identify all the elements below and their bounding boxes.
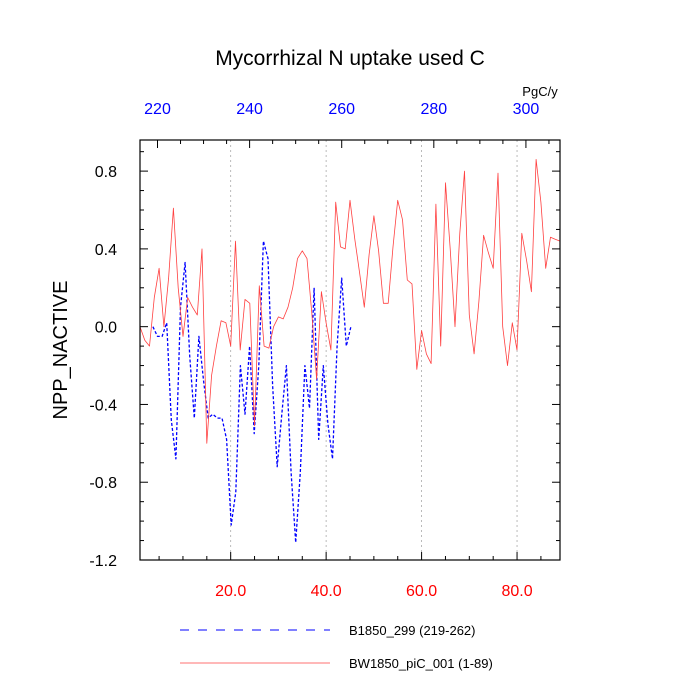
y-tick-label: -0.4 xyxy=(89,397,117,414)
x-tick-label: 40.0 xyxy=(311,583,342,600)
top-axis-unit: PgC/y xyxy=(522,84,558,99)
y-tick-label: 0.4 xyxy=(95,242,117,259)
series-line-2 xyxy=(139,158,561,444)
top-x-tick-label: 260 xyxy=(328,101,355,118)
tick-labels: 20.0 40.0 60.0 80.0 220 240 260 280 300 0.8 0.4 0.0… xyxy=(89,101,539,600)
y-tick-label: 0.0 xyxy=(95,320,117,337)
legend-label-1: B1850_299 (219-262) xyxy=(349,623,476,638)
x-tick-label: 20.0 xyxy=(215,583,246,600)
axis-ticks xyxy=(140,140,560,561)
y-tick-label: 0.8 xyxy=(95,164,117,181)
chart-title: Mycorrhizal N uptake used C xyxy=(215,47,485,70)
x-tick-label: 60.0 xyxy=(406,583,437,600)
top-x-tick-label: 280 xyxy=(420,101,447,118)
legend-label-2: BW1850_piC_001 (1-89) xyxy=(349,656,493,671)
series-lines xyxy=(139,158,561,544)
y-axis-label: NPP_NACTIVE xyxy=(50,281,72,420)
y-tick-label: -1.2 xyxy=(89,553,117,570)
x-tick-label: 80.0 xyxy=(501,583,532,600)
legend: B1850_299 (219-262) BW1850_piC_001 (1-89) xyxy=(180,623,493,671)
y-tick-label: -0.8 xyxy=(89,475,117,492)
top-x-tick-label: 220 xyxy=(144,101,171,118)
top-x-tick-label: 300 xyxy=(513,101,540,118)
top-x-tick-label: 240 xyxy=(236,101,263,118)
series-line-1 xyxy=(152,240,352,544)
